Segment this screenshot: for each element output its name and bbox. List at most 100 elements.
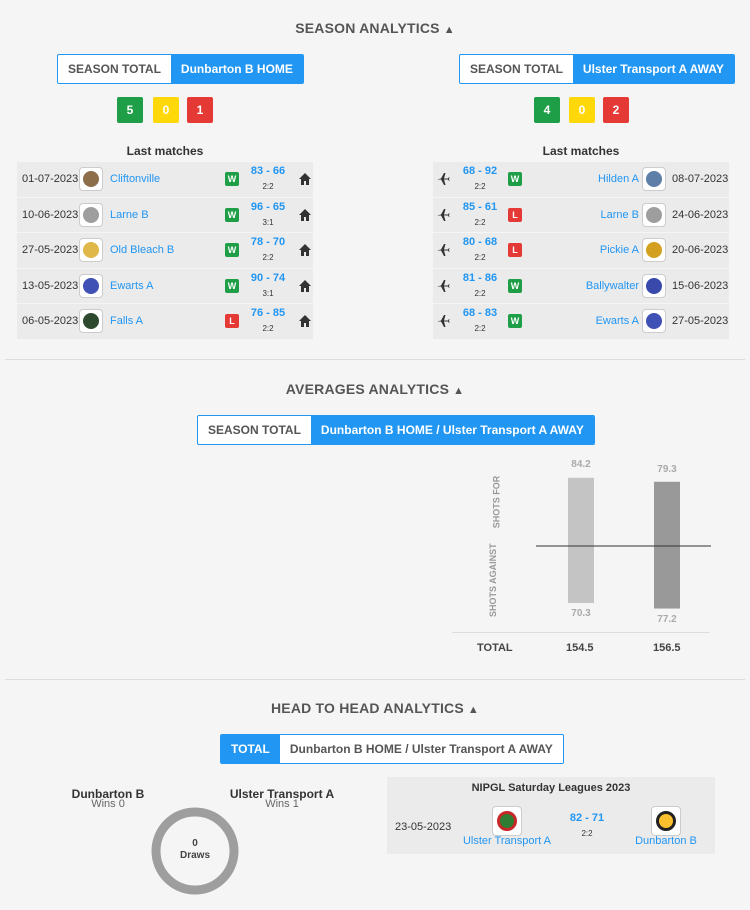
match-score[interactable]: 68 - 92 (462, 165, 498, 177)
match-row[interactable]: 10-06-2023 Larne B W 96 - 65 3:1 (17, 197, 313, 233)
left-season-toggle[interactable]: SEASON TOTAL Dunbarton B HOME (57, 54, 304, 84)
h2h-match-card[interactable]: NIPGL Saturday Leagues 2023 23-05-2023 U… (387, 777, 715, 854)
opponent-link[interactable]: Ewarts A (595, 315, 639, 327)
toggle-season-total[interactable]: SEASON TOTAL (208, 423, 301, 437)
match-row[interactable]: 80 - 68 2:2 L Pickie A 20-06-2023 (433, 233, 729, 269)
match-date: 13-05-2023 (22, 279, 79, 292)
match-sub-score: 2:2 (474, 182, 486, 191)
match-sub-score: 2:2 (262, 182, 274, 191)
h2h-home-team-link[interactable]: Ulster Transport A (462, 835, 552, 847)
match-row[interactable]: 81 - 86 2:2 W Ballywalter 15-06-2023 (433, 268, 729, 304)
match-row[interactable]: 68 - 92 2:2 W Hilden A 08-07-2023 (433, 162, 729, 198)
match-score[interactable]: 81 - 86 (462, 271, 498, 284)
match-score[interactable]: 90 - 74 (250, 271, 286, 284)
toggle-home-away[interactable]: Dunbarton B HOME / Ulster Transport A AW… (289, 742, 553, 756)
away-shots-against-value: 77.2 (657, 614, 677, 625)
match-score[interactable]: 68 - 83 (462, 307, 498, 319)
opponent-link[interactable]: Hilden A (598, 173, 639, 185)
right-last-matches-table: 68 - 92 2:2 W Hilden A 08-07-2023 85 - 6… (433, 162, 729, 340)
result-badge: W (225, 243, 239, 257)
match-score[interactable]: 80 - 68 (462, 236, 498, 248)
match-score[interactable]: 96 - 65 (250, 200, 286, 213)
h2h-donut-chart (151, 807, 239, 895)
match-row[interactable]: 13-05-2023 Ewarts A W 90 - 74 3:1 (17, 268, 313, 304)
league-name: NIPGL Saturday Leagues 2023 (471, 782, 631, 794)
h2h-toggle[interactable]: TOTAL Dunbarton B HOME / Ulster Transpor… (220, 734, 564, 764)
h2h-score[interactable]: 82 - 71 (569, 812, 605, 824)
season-analytics-title[interactable]: SEASON ANALYTICS ▲ (295, 20, 455, 36)
opponent-link[interactable]: Falls A (110, 315, 144, 327)
shots-against-label: SHOTS AGAINST (488, 543, 498, 617)
form-draws-badge: 0 (153, 97, 179, 123)
match-date: 10-06-2023 (22, 208, 79, 221)
h2h-match-date: 23-05-2023 (395, 821, 452, 833)
match-row[interactable]: 68 - 83 2:2 W Ewarts A 27-05-2023 (433, 304, 729, 340)
section-divider (5, 359, 745, 360)
team-logo (79, 167, 103, 191)
bar-home-shots-for (568, 477, 594, 546)
averages-analytics-title[interactable]: AVERAGES ANALYTICS ▲ (285, 381, 465, 397)
result-badge: L (508, 207, 522, 222)
bar-away-shots-against (654, 546, 680, 609)
toggle-home-away[interactable]: Dunbarton B HOME / Ulster Transport A AW… (310, 416, 594, 444)
match-score[interactable]: 76 - 85 (250, 307, 286, 319)
airplane-icon (437, 244, 450, 256)
opponent-link[interactable]: Pickie A (599, 244, 639, 256)
home-shots-for-value: 84.2 (571, 459, 591, 470)
match-date: 27-05-2023 (672, 315, 729, 327)
match-row[interactable]: 85 - 61 2:2 L Larne B 24-06-2023 (433, 197, 729, 233)
toggle-season-total[interactable]: SEASON TOTAL (68, 62, 161, 76)
opponent-link[interactable]: Larne B (110, 208, 149, 221)
form-losses-badge: 2 (603, 97, 629, 123)
right-season-toggle[interactable]: SEASON TOTAL Ulster Transport A AWAY (459, 54, 735, 84)
match-row[interactable]: 27-05-2023 Old Bleach B W 78 - 70 2:2 (17, 233, 313, 269)
averages-toggle[interactable]: SEASON TOTAL Dunbarton B HOME / Ulster T… (197, 415, 595, 445)
match-score[interactable]: 83 - 66 (250, 165, 286, 177)
toggle-away[interactable]: Ulster Transport A AWAY (572, 55, 734, 83)
match-date: 27-05-2023 (22, 244, 79, 256)
match-score[interactable]: 78 - 70 (250, 236, 286, 248)
match-sub-score: 2:2 (262, 324, 274, 333)
match-row[interactable]: 01-07-2023 Cliftonville W 83 - 66 2:2 (17, 162, 313, 198)
airplane-icon (437, 173, 450, 185)
h2h-away-team-link[interactable]: Dunbarton B (635, 835, 697, 847)
opponent-link[interactable]: Old Bleach B (110, 244, 175, 256)
match-date: 24-06-2023 (672, 208, 729, 221)
bar-away-shots-for (654, 481, 680, 546)
h2h-sub-score: 2:2 (581, 829, 593, 838)
toggle-home[interactable]: Dunbarton B HOME (170, 55, 303, 83)
match-sub-score: 2:2 (474, 253, 486, 262)
match-date: 06-05-2023 (22, 315, 79, 327)
opponent-link[interactable]: Ewarts A (110, 279, 154, 292)
chevron-up-icon: ▲ (467, 704, 479, 716)
team-logo (642, 202, 666, 227)
opponent-link[interactable]: Larne B (600, 208, 639, 221)
form-wins-badge: 4 (534, 97, 560, 123)
h2h-analytics-title[interactable]: HEAD TO HEAD ANALYTICS ▲ (271, 700, 479, 716)
chevron-up-icon: ▲ (453, 385, 465, 397)
home-icon (299, 279, 311, 292)
team-logo (642, 273, 666, 298)
match-sub-score: 3:1 (262, 217, 274, 227)
result-badge: W (225, 278, 239, 293)
away-shots-for-value: 79.3 (657, 464, 677, 475)
opponent-link[interactable]: Ballywalter (585, 279, 639, 292)
result-badge: W (508, 278, 522, 293)
match-sub-score: 2:2 (474, 324, 486, 333)
match-score[interactable]: 85 - 61 (462, 200, 498, 213)
match-date: 08-07-2023 (672, 173, 729, 185)
team-logo (642, 238, 666, 262)
h2h-team-b-name: Ulster Transport A (229, 787, 335, 801)
match-row[interactable]: 06-05-2023 Falls A L 76 - 85 2:2 (17, 304, 313, 340)
toggle-total[interactable]: TOTAL (221, 735, 280, 763)
result-badge: W (508, 172, 522, 186)
airplane-icon (437, 208, 450, 221)
averages-chart-svg (536, 477, 711, 609)
result-badge: W (508, 314, 522, 328)
team-logo (642, 167, 666, 191)
airplane-icon (437, 279, 450, 292)
match-sub-score: 2:2 (262, 253, 274, 262)
form-wins-badge: 5 (117, 97, 143, 123)
toggle-season-total[interactable]: SEASON TOTAL (470, 62, 563, 76)
opponent-link[interactable]: Cliftonville (110, 173, 161, 185)
